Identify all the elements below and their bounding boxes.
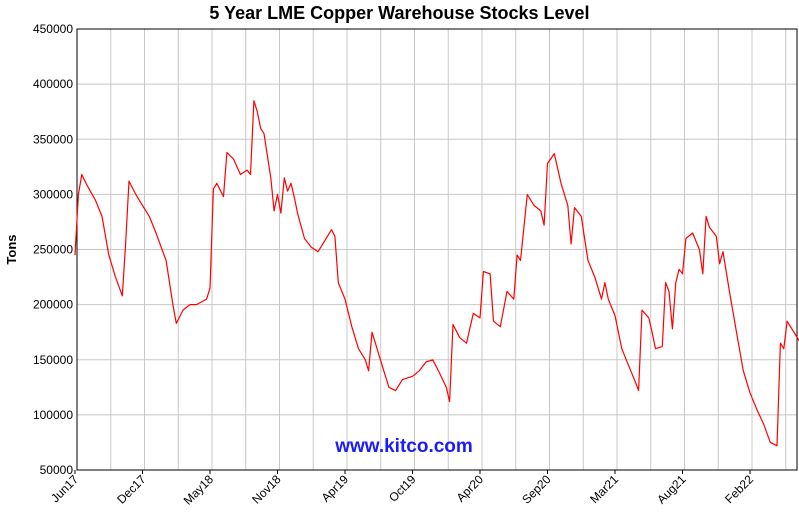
x-tick-label: Apr20 — [454, 472, 487, 505]
y-tick-label: 350000 — [33, 132, 73, 146]
x-tick-label: Sep20 — [519, 472, 554, 507]
y-tick-label: 200000 — [33, 298, 73, 312]
watermark: www.kitco.com — [334, 436, 473, 457]
series-line — [74, 100, 799, 447]
y-axis: 50000 100000 150000 200000 250000 300000 35000… — [33, 22, 73, 477]
x-tick-label: Mar21 — [587, 472, 621, 506]
y-tick-label: 400000 — [33, 77, 73, 91]
x-tick-label: Feb22 — [722, 472, 756, 506]
x-tick-label: Nov18 — [249, 472, 284, 507]
x-tick-label: Aug21 — [654, 472, 689, 507]
y-tick-label: 100000 — [33, 408, 73, 422]
chart-title: 5 Year LME Copper Warehouse Stocks Level — [209, 3, 590, 23]
y-tick-label: 150000 — [33, 353, 73, 367]
plot-frame — [76, 28, 798, 471]
grid-lines — [76, 28, 797, 471]
x-axis: Jun17 Dec17 May18 Nov18 Apr19 Oct19 Apr20 Sep20… — [48, 470, 756, 508]
y-tick-label: 450000 — [33, 22, 73, 36]
x-tick-label: Dec17 — [114, 472, 149, 507]
x-tick-label: Apr19 — [319, 472, 352, 505]
x-tick-label: May18 — [181, 472, 217, 508]
y-tick-label: 250000 — [33, 243, 73, 257]
x-tick-label: Oct19 — [386, 472, 419, 505]
series-group — [74, 100, 799, 447]
y-axis-label: Tons — [4, 234, 19, 264]
y-tick-label: 300000 — [33, 187, 73, 201]
y-tick-label: 50000 — [40, 463, 74, 477]
